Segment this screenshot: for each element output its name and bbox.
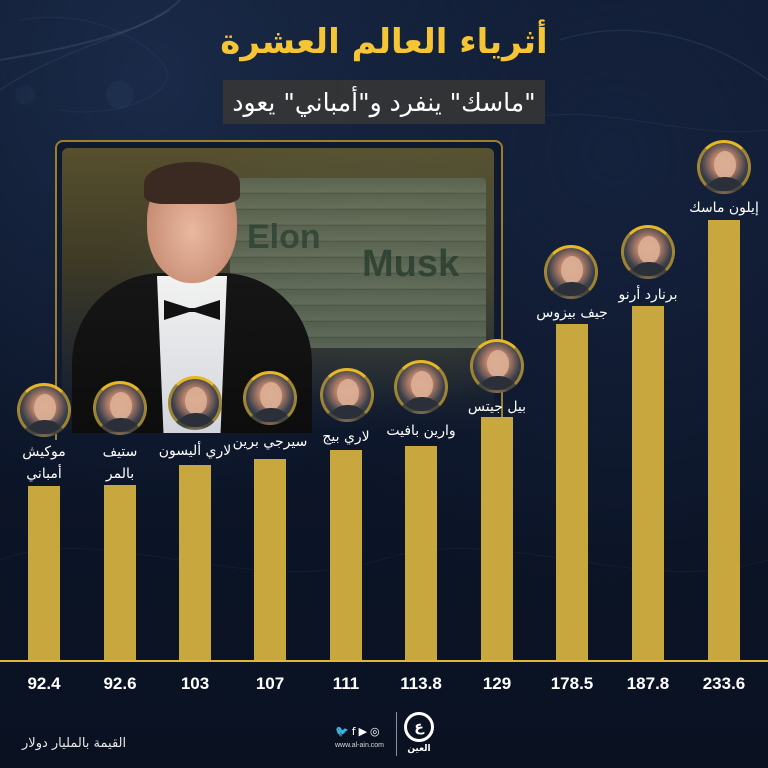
name-label-steve-ballmer: ستيف بالمر: [102, 444, 138, 482]
value-label-mukesh-ambani: 92.4: [27, 674, 61, 693]
avatar-bill-gates: [470, 339, 524, 393]
social-icons: 🐦 f ▶ ◎: [335, 726, 380, 737]
al-ain-logo-icon: ع: [404, 712, 434, 742]
avatar-jeff-bezos: [544, 245, 598, 299]
avatar-bernard-arnault: [621, 225, 675, 279]
value-label-larry-page: 111: [332, 674, 360, 693]
hero-image: Elon Musk: [62, 148, 494, 433]
value-label-bill-gates: 129: [482, 674, 512, 693]
value-label-elon-musk: 233.6: [702, 674, 746, 693]
bar-steve-ballmer: [104, 485, 136, 660]
avatar-mukesh-ambani: [17, 383, 71, 437]
name-label-larry-page: لاري بيج: [322, 429, 370, 445]
bar-bernard-arnault: [632, 306, 664, 660]
money-stack-text-musk: Musk: [362, 243, 460, 285]
name-label-jeff-bezos: جيف بيزوس: [536, 305, 608, 321]
money-stack-text-elon: Elon: [247, 218, 321, 256]
name-label-warren-buffett: وارين بافيت: [386, 423, 456, 439]
x-axis-line: [0, 660, 768, 662]
avatar-sergey-brin: [243, 371, 297, 425]
bar-larry-page: [330, 450, 362, 660]
instagram-icon[interactable]: ◎: [370, 725, 380, 738]
avatar-elon-musk: [697, 140, 751, 194]
bar-bill-gates: [481, 417, 513, 660]
unit-label: القيمة بالمليار دولار: [22, 736, 127, 751]
name-label-sergey-brin: سيرجي برين: [232, 434, 308, 450]
twitter-icon[interactable]: 🐦: [335, 725, 349, 738]
bar-larry-ellison: [179, 465, 211, 660]
value-label-jeff-bezos: 178.5: [550, 674, 594, 693]
name-label-elon-musk: إيلون ماسك: [689, 200, 759, 216]
avatar-steve-ballmer: [93, 381, 147, 435]
subtitle-box: "ماسك" ينفرد و"أمباني" يعود: [223, 80, 545, 124]
name-label-mukesh-ambani: موكيش أمباني: [22, 444, 66, 482]
website-url[interactable]: www.al-ain.com: [335, 742, 385, 749]
footer-divider: [396, 712, 397, 756]
al-ain-logo-text: العين: [407, 744, 431, 754]
bowtie-icon: [164, 300, 220, 320]
avatar-larry-page: [320, 368, 374, 422]
value-label-steve-ballmer: 92.6: [103, 674, 137, 693]
facebook-icon[interactable]: f: [351, 725, 356, 738]
chart-subtitle: "ماسك" ينفرد و"أمباني" يعود: [232, 87, 536, 117]
avatar-larry-ellison: [168, 376, 222, 430]
bar-mukesh-ambani: [28, 486, 60, 660]
name-label-bernard-arnault: برنارد أرنو: [618, 287, 678, 303]
hero-hair: [144, 162, 240, 204]
value-label-warren-buffett: 113.8: [400, 674, 442, 693]
bar-elon-musk: [708, 220, 740, 660]
bar-warren-buffett: [405, 446, 437, 660]
chart-title: أثرياء العالم العشرة: [220, 22, 548, 62]
value-label-bernard-arnault: 187.8: [626, 674, 670, 693]
name-label-larry-ellison: لاري أليسون: [158, 443, 232, 459]
bar-jeff-bezos: [556, 324, 588, 660]
avatar-warren-buffett: [394, 360, 448, 414]
name-label-bill-gates: بيل جيتس: [467, 399, 527, 415]
value-label-sergey-brin: 107: [255, 674, 285, 693]
value-label-larry-ellison: 103: [180, 674, 210, 693]
youtube-icon[interactable]: ▶: [358, 725, 368, 738]
bar-sergey-brin: [254, 459, 286, 660]
